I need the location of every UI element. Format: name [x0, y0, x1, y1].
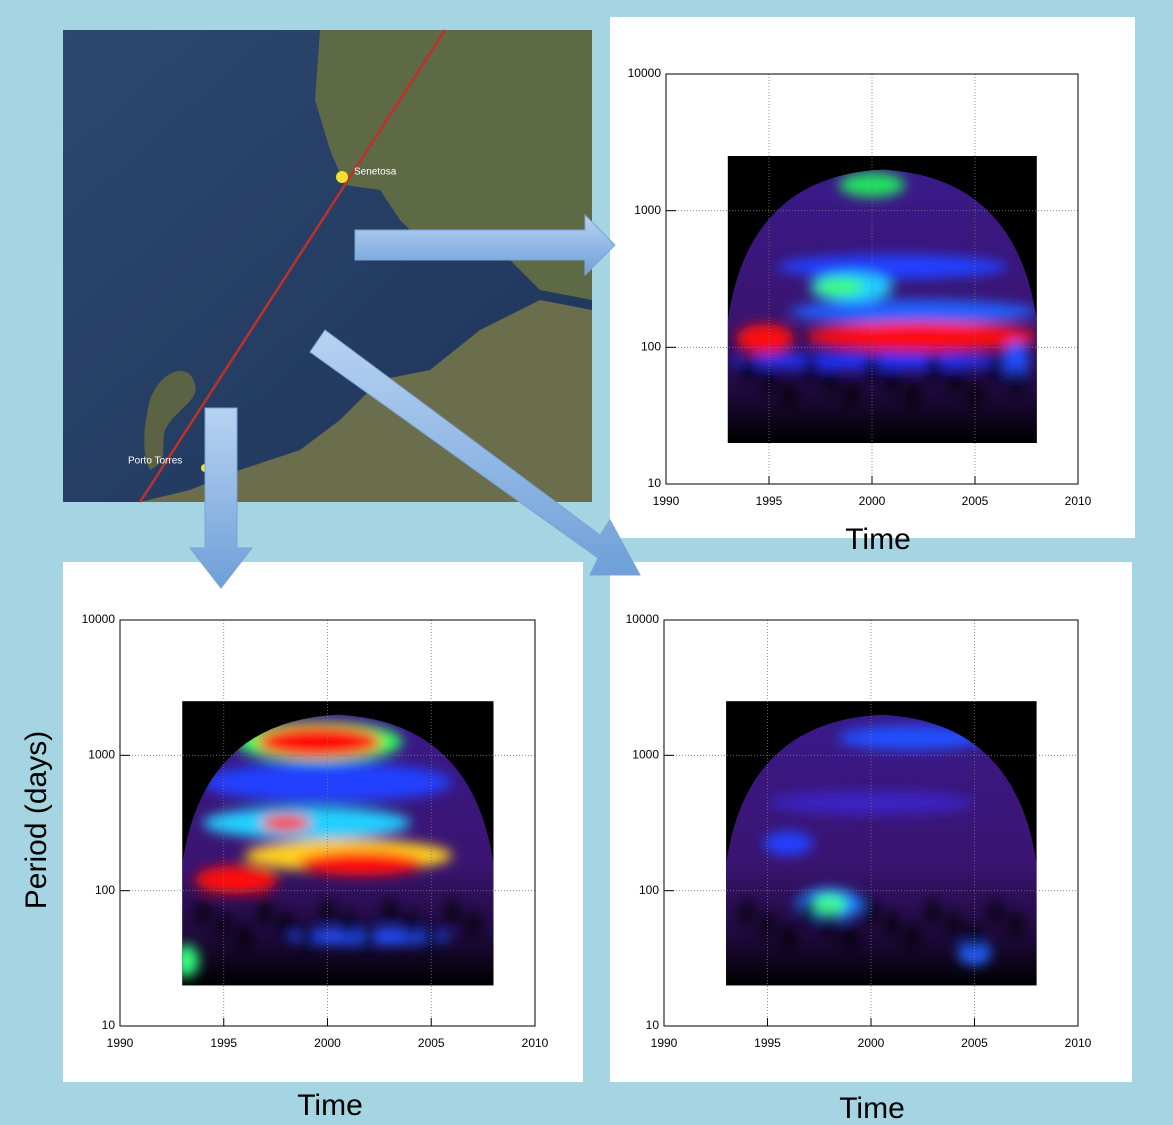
power-region [736, 324, 794, 353]
power-minimum [823, 368, 839, 396]
x-tick-label: 1990 [653, 494, 680, 508]
power-minimum [925, 898, 941, 926]
power-region [790, 300, 1037, 325]
map-pin [336, 171, 348, 183]
slide: Senetosa Porto Torres 1990 1995 2000 2005 20… [0, 0, 1173, 1125]
x-axis-label: Time [845, 523, 911, 556]
y-tick-label: 1000 [88, 748, 115, 762]
x-axis-label: Time [297, 1089, 363, 1122]
x-tick-label: 2010 [522, 1036, 549, 1050]
x-tick-label: 1995 [756, 494, 783, 508]
power-minimum [946, 911, 962, 939]
x-tick-label: 2000 [314, 1036, 341, 1050]
power-minimum [884, 911, 900, 939]
power-minimum [802, 355, 818, 383]
power-region [257, 726, 382, 758]
power-minimum [195, 898, 211, 926]
power-minimum [782, 380, 798, 408]
power-minimum [842, 923, 858, 951]
y-tick-label: 10 [646, 1018, 660, 1032]
power-minimum [403, 911, 419, 939]
x-tick-label: 2005 [961, 1036, 988, 1050]
chart-panel: 1990 1995 2000 2005 2010 10 100 1000 10000 [610, 562, 1132, 1082]
power-minimum [1008, 368, 1024, 396]
power-region [298, 851, 423, 875]
chart-panel: 1990 1995 2000 2005 2010 10 100 1000 10000 [63, 562, 583, 1082]
x-tick-label: 1990 [651, 1036, 678, 1050]
y-tick-label: 1000 [632, 748, 659, 762]
power-region [777, 254, 1008, 279]
power-minimum [739, 898, 755, 926]
y-tick-label: 10 [648, 476, 662, 490]
power-minimum [1008, 911, 1024, 939]
y-axis-label: Period (days) [20, 731, 53, 909]
power-minimum [946, 368, 962, 396]
power-minimum [987, 898, 1003, 926]
power-minimum [822, 911, 838, 939]
power-region [261, 815, 311, 831]
power-region [806, 322, 1037, 351]
power-region [763, 831, 813, 855]
x-tick-label: 2000 [858, 1036, 885, 1050]
power-minimum [382, 898, 398, 926]
map: Senetosa Porto Torres [63, 30, 592, 502]
power-minimum [237, 923, 253, 951]
y-tick-label: 1000 [634, 203, 661, 217]
power-region [814, 279, 863, 295]
map-label: Senetosa [354, 167, 397, 178]
map-label: Porto Torres [128, 456, 182, 467]
page: Senetosa Porto Torres 1990 1995 2000 2005 20… [0, 0, 1173, 1125]
power-minimum [299, 923, 315, 951]
power-minimum [801, 898, 817, 926]
power-region [195, 866, 278, 894]
x-tick-label: 1995 [210, 1036, 237, 1050]
y-tick-label: 10000 [626, 612, 660, 626]
power-minimum [278, 911, 294, 939]
power-minimum [885, 368, 901, 396]
power-minimum [988, 355, 1004, 383]
y-tick-label: 10000 [628, 66, 662, 80]
power-minimum [361, 923, 377, 951]
x-tick-label: 2010 [1065, 494, 1092, 508]
power-minimum [926, 355, 942, 383]
power-minimum [904, 923, 920, 951]
power-minimum [444, 898, 460, 926]
power-minimum [257, 898, 273, 926]
x-tick-label: 1990 [107, 1036, 134, 1050]
power-minimum [843, 380, 859, 408]
chart-panel: 1990 1995 2000 2005 2010 10 100 1000 10000 [610, 17, 1135, 538]
x-tick-label: 2005 [962, 494, 989, 508]
power-minimum [340, 911, 356, 939]
power-minimum [780, 923, 796, 951]
y-tick-label: 100 [95, 883, 115, 897]
x-tick-label: 2010 [1065, 1036, 1092, 1050]
x-tick-label: 2000 [859, 494, 886, 508]
power-minimum [465, 911, 481, 939]
y-tick-label: 100 [641, 340, 661, 354]
x-axis-label: Time [839, 1092, 905, 1125]
y-tick-label: 10000 [82, 612, 116, 626]
power-minimum [740, 355, 756, 383]
x-tick-label: 1995 [754, 1036, 781, 1050]
y-tick-label: 100 [639, 883, 659, 897]
x-tick-label: 2005 [418, 1036, 445, 1050]
power-minimum [905, 380, 921, 408]
y-tick-label: 10 [102, 1018, 116, 1032]
